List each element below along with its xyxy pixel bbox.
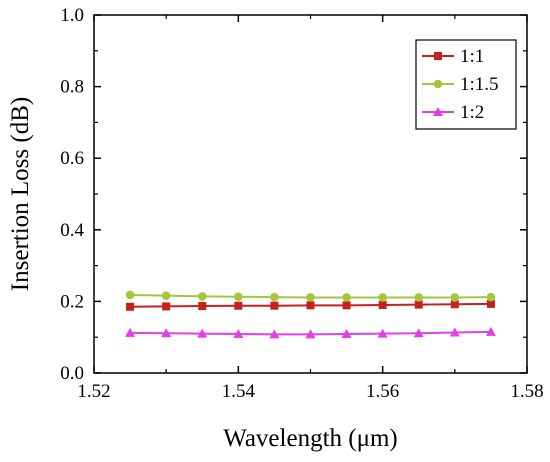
y-tick-label: 0.8 [60, 77, 84, 98]
data-point [306, 301, 315, 310]
data-point [198, 302, 207, 311]
data-point [161, 328, 172, 338]
data-point [342, 301, 351, 310]
y-tick-label: 0.6 [60, 148, 84, 169]
x-tick-label: 1.58 [510, 381, 543, 402]
series-3 [125, 326, 496, 339]
legend-label: 1:2 [460, 102, 484, 123]
data-point [486, 299, 495, 308]
data-point [233, 328, 244, 338]
series-1 [126, 299, 495, 311]
legend-marker [434, 52, 442, 60]
x-axis-title: Wavelength (μm) [223, 425, 398, 452]
y-tick-label: 0.2 [60, 291, 84, 312]
legend: 1:1 1:1.5 1:2 [415, 39, 517, 130]
x-tick-label: 1.52 [77, 381, 110, 402]
data-point [449, 327, 460, 337]
data-point [197, 292, 207, 301]
legend-marker [433, 79, 443, 89]
y-tick-label: 0.4 [60, 220, 84, 241]
y-tick-label: 0.0 [60, 363, 84, 384]
data-point [450, 300, 459, 309]
legend-item: 1:1 [422, 46, 484, 67]
legend-item: 1:1.5 [422, 74, 499, 95]
data-point [342, 293, 351, 302]
data-point [126, 302, 135, 311]
data-point [341, 328, 352, 338]
y-axis-title: Insertion Loss (dB) [7, 97, 34, 291]
data-point [485, 326, 496, 336]
data-point [414, 300, 423, 309]
legend-item: 1:2 [422, 102, 484, 123]
data-point [269, 329, 280, 339]
data-point [197, 328, 208, 338]
data-point [450, 293, 460, 302]
data-point [486, 292, 496, 302]
x-tick-label: 1.56 [366, 381, 399, 402]
legend-label: 1:1 [460, 46, 484, 67]
legend-label: 1:1.5 [460, 74, 499, 95]
data-point [413, 328, 424, 338]
data-point [234, 301, 243, 310]
data-point [125, 327, 136, 337]
data-point [125, 290, 135, 300]
data-point [161, 291, 171, 300]
data-point [234, 292, 243, 302]
data-point [162, 302, 171, 311]
series-layer [125, 290, 496, 339]
data-point [270, 301, 279, 310]
x-tick-label: 1.54 [222, 381, 256, 402]
legend-marker [433, 107, 443, 116]
ticks-layer: 1.52 1.54 1.56 1.58 0.0 0.2 0.4 0.6 0.8 1.0 [60, 5, 543, 402]
data-point [270, 292, 279, 302]
data-point [377, 328, 388, 338]
data-point [378, 293, 387, 302]
data-point [305, 329, 316, 339]
data-point [306, 293, 315, 302]
data-point [378, 300, 387, 309]
y-tick-label: 1.0 [60, 5, 84, 26]
data-point [414, 293, 424, 302]
series-2 [125, 290, 496, 302]
